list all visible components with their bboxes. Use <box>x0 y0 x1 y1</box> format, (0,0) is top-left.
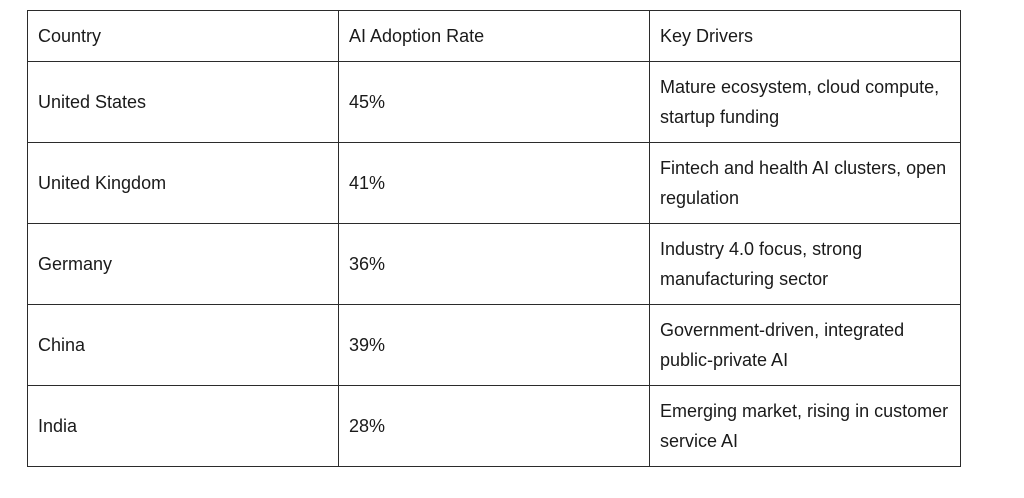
cell-key-drivers: Government-driven, integrated public-pri… <box>649 304 961 386</box>
cell-country: United Kingdom <box>27 142 339 224</box>
table-row: India 28% Emerging market, rising in cus… <box>27 385 961 467</box>
table-row: Germany 36% Industry 4.0 focus, strong m… <box>27 223 961 305</box>
cell-country: Germany <box>27 223 339 305</box>
cell-adoption-rate: 39% <box>338 304 650 386</box>
table-row: China 39% Government-driven, integrated … <box>27 304 961 386</box>
table-row: United States 45% Mature ecosystem, clou… <box>27 61 961 143</box>
table-container: Country AI Adoption Rate Key Drivers Uni… <box>27 10 961 467</box>
header-ai-adoption-rate: AI Adoption Rate <box>338 10 650 62</box>
cell-adoption-rate: 41% <box>338 142 650 224</box>
cell-key-drivers: Industry 4.0 focus, strong manufacturing… <box>649 223 961 305</box>
cell-key-drivers: Mature ecosystem, cloud compute, startup… <box>649 61 961 143</box>
header-country: Country <box>27 10 339 62</box>
cell-country: China <box>27 304 339 386</box>
table-row: United Kingdom 41% Fintech and health AI… <box>27 142 961 224</box>
cell-country: India <box>27 385 339 467</box>
cell-key-drivers: Emerging market, rising in customer serv… <box>649 385 961 467</box>
header-key-drivers: Key Drivers <box>649 10 961 62</box>
cell-key-drivers: Fintech and health AI clusters, open reg… <box>649 142 961 224</box>
table-header-row: Country AI Adoption Rate Key Drivers <box>27 10 961 62</box>
cell-adoption-rate: 45% <box>338 61 650 143</box>
ai-adoption-table: Country AI Adoption Rate Key Drivers Uni… <box>27 10 961 467</box>
cell-adoption-rate: 28% <box>338 385 650 467</box>
cell-country: United States <box>27 61 339 143</box>
cell-adoption-rate: 36% <box>338 223 650 305</box>
